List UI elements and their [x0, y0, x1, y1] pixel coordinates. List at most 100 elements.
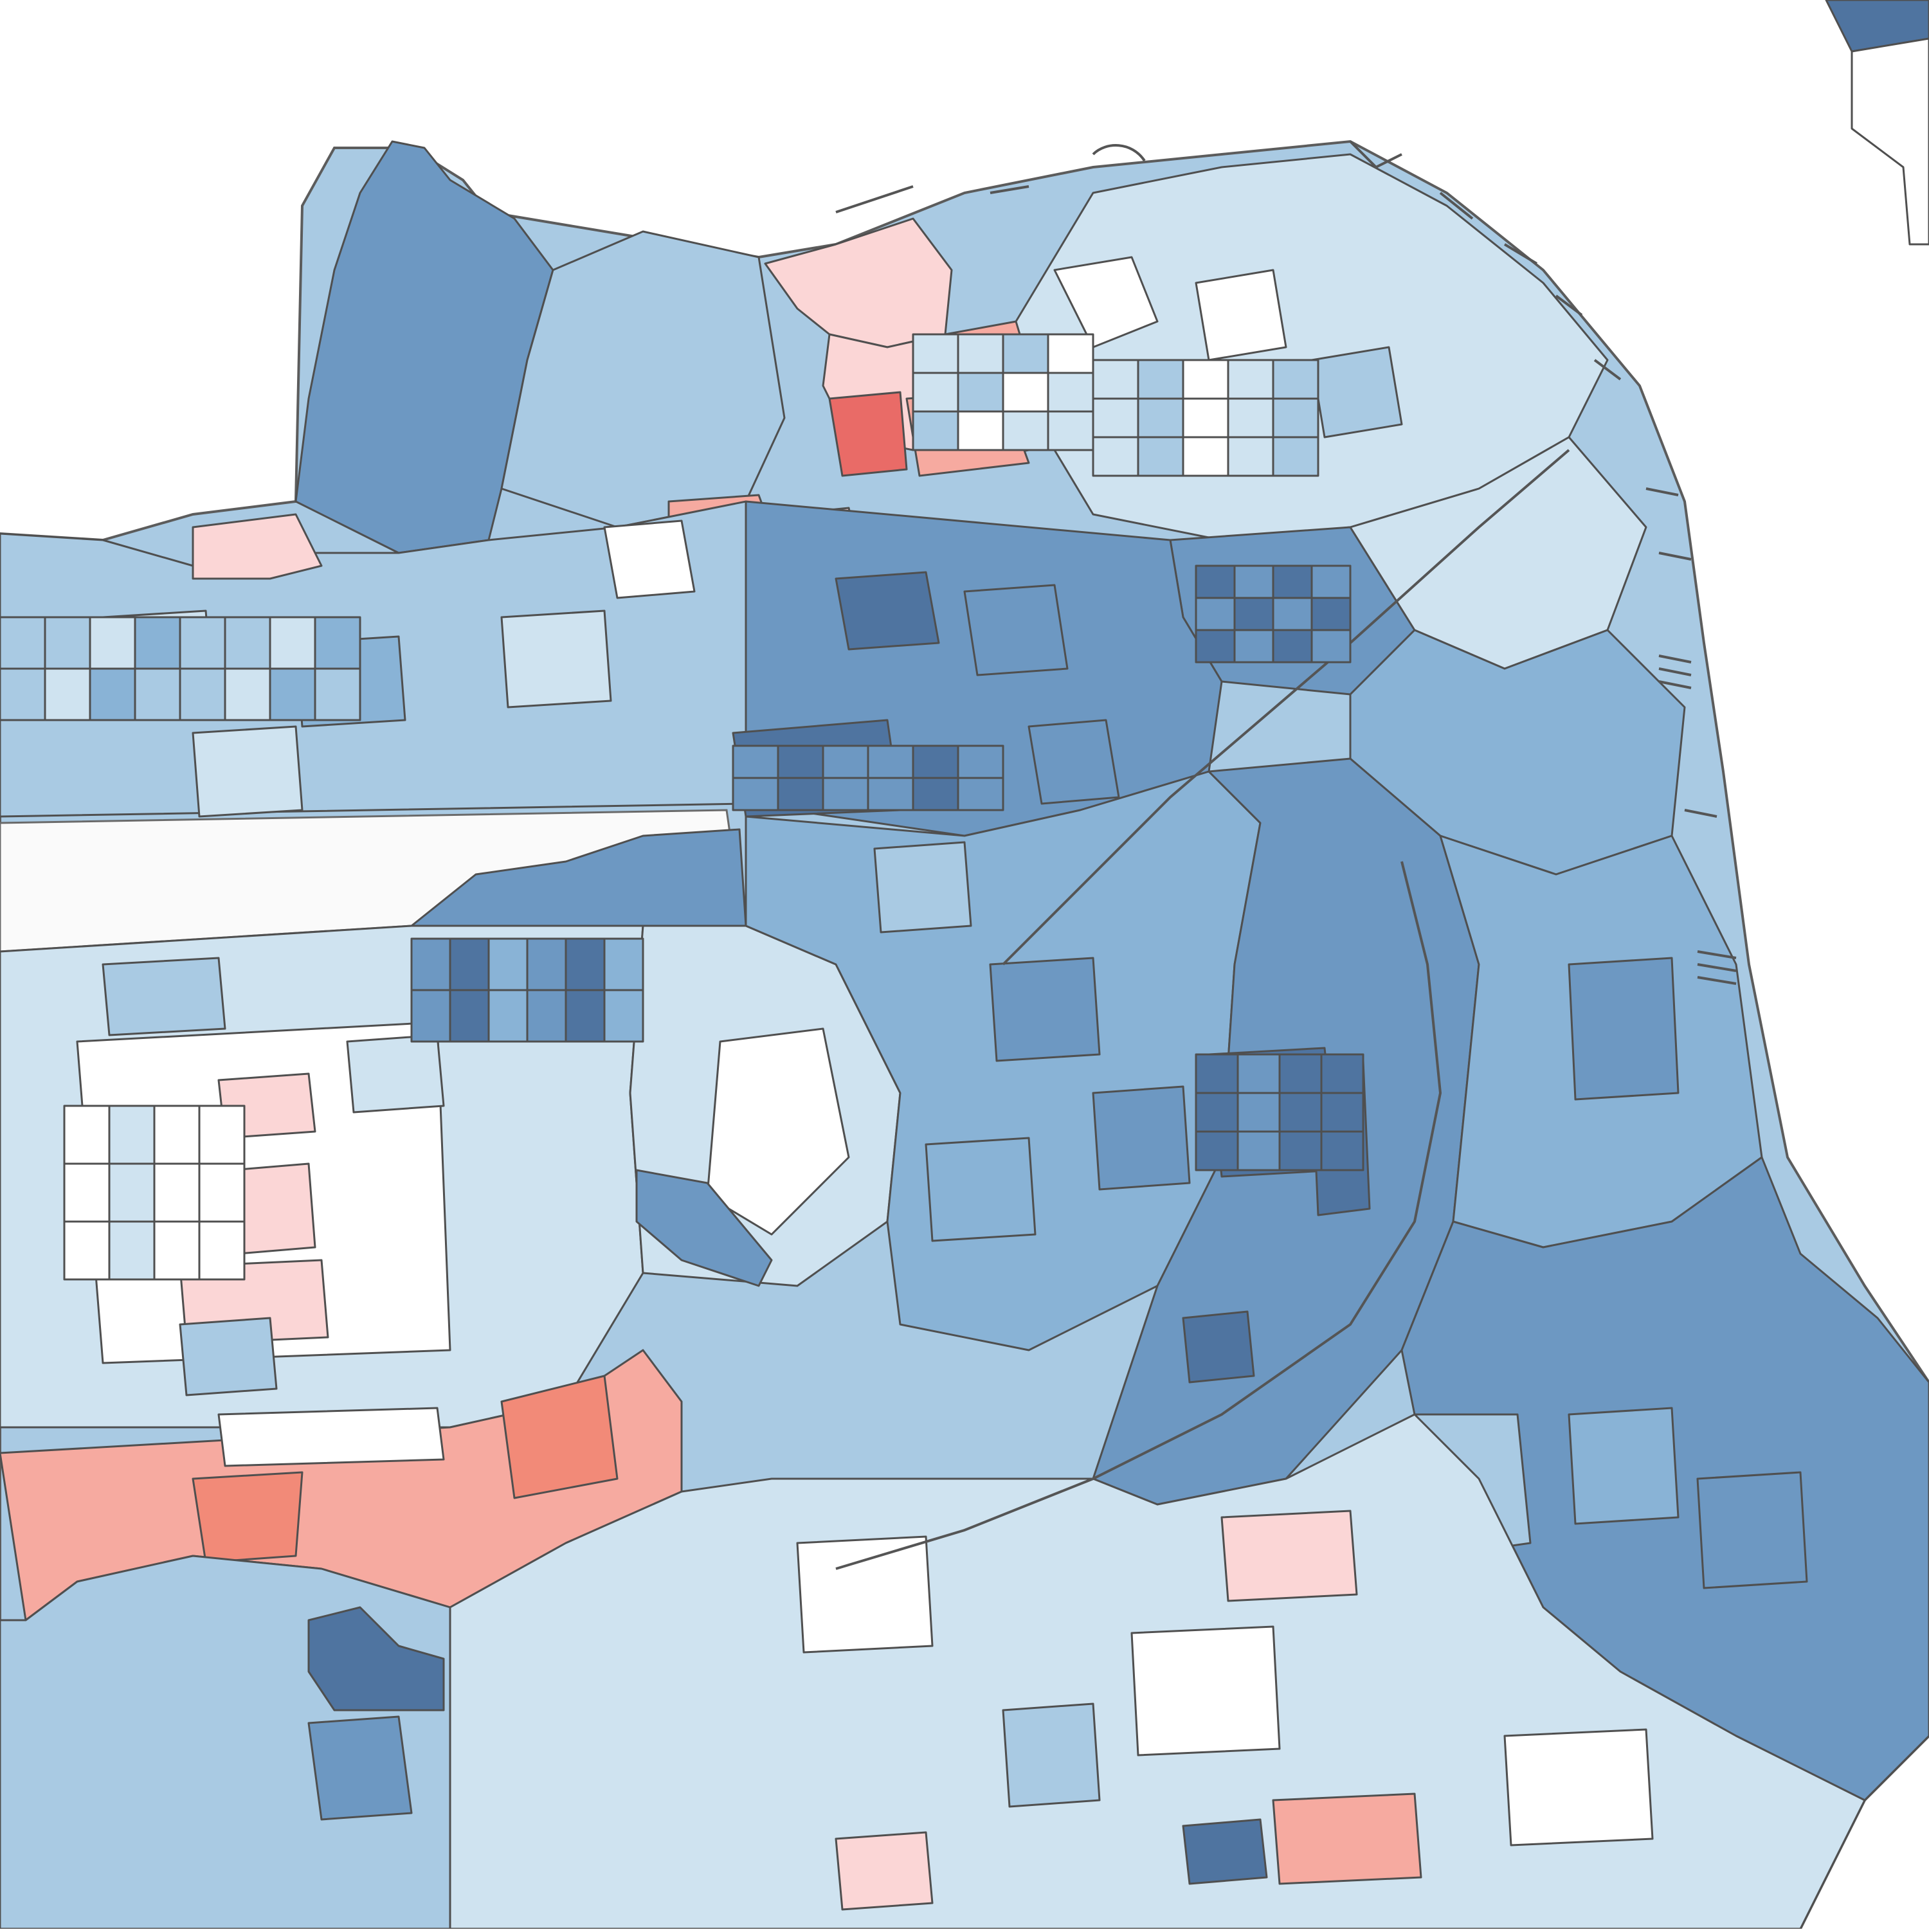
- census-tract: [1272, 359, 1319, 400]
- census-tract: [1047, 333, 1094, 374]
- twin-peaks-dark-tract: [635, 1169, 773, 1287]
- south-red-tract-b: [1272, 1792, 1422, 1885]
- census-tract: [912, 333, 959, 374]
- bayview-tract-b: [1696, 1471, 1808, 1589]
- census-tract: [1002, 410, 1049, 451]
- census-tract: [957, 410, 1004, 451]
- census-tract: [777, 745, 824, 779]
- twin-peaks-white-area: [706, 1027, 850, 1236]
- northeast-tract-a: [1053, 256, 1159, 348]
- census-tract: [777, 777, 824, 811]
- south-white-tract-b: [1130, 1625, 1281, 1756]
- census-tract: [89, 616, 136, 670]
- mission-dark-tract-c: [1182, 1310, 1255, 1384]
- census-tract: [1195, 597, 1236, 631]
- census-tract: [63, 1105, 111, 1165]
- sunset-blue-tract-3: [179, 1317, 278, 1396]
- census-tract: [526, 937, 567, 991]
- sunset-blue-tract: [102, 957, 226, 1036]
- census-tract: [1272, 436, 1319, 477]
- census-tract: [957, 333, 1004, 374]
- pier-line: [1658, 552, 1692, 561]
- waterfront-piers: [835, 140, 1737, 985]
- census-tract: [153, 1105, 201, 1165]
- census-tract: [89, 667, 136, 721]
- census-tract: [1236, 1053, 1281, 1094]
- census-tract: [1182, 436, 1229, 477]
- freeway-line: [835, 861, 1442, 1570]
- pier-line: [1697, 950, 1737, 985]
- census-tract: [1137, 436, 1184, 477]
- census-tract: [1137, 397, 1184, 438]
- census-tract: [1310, 597, 1352, 631]
- census-tract: [134, 667, 181, 721]
- pier-line: [1593, 359, 1622, 381]
- lake-merced-dark-tract: [307, 1606, 445, 1711]
- census-tract: [108, 1220, 156, 1281]
- census-tract: [912, 372, 959, 413]
- census-tract: [603, 989, 644, 1043]
- pier-line: [835, 185, 914, 213]
- southwest-red-tract-a: [192, 1471, 303, 1564]
- western-addition-tract-b: [963, 584, 1069, 676]
- pier-line: [1555, 294, 1583, 316]
- census-tract: [1272, 629, 1313, 664]
- census-tract: [912, 745, 959, 779]
- census-tract: [487, 989, 529, 1043]
- census-tract: [1092, 359, 1139, 400]
- pier-line: [1503, 243, 1538, 265]
- census-tract: [153, 1220, 201, 1281]
- census-tract: [1272, 564, 1313, 599]
- marina-hot-tract: [828, 391, 908, 477]
- census-tract: [957, 372, 1004, 413]
- south-light-tract: [1002, 1702, 1101, 1808]
- census-tract: [179, 667, 226, 721]
- pier-line: [1658, 655, 1692, 689]
- richmond-white-tract: [603, 519, 696, 599]
- census-tract: [314, 616, 361, 670]
- south-dark-tract: [1182, 1818, 1268, 1885]
- south-red-tract-c: [835, 1831, 934, 1911]
- census-tract: [1278, 1092, 1323, 1133]
- census-tract: [108, 1162, 156, 1223]
- richmond-red-tract: [192, 513, 323, 580]
- census-tract: [957, 777, 1004, 811]
- census-tract: [1195, 1130, 1239, 1171]
- census-tract: [108, 1105, 156, 1165]
- census-tract: [44, 667, 91, 721]
- census-tract: [867, 777, 914, 811]
- census-tract: [912, 777, 959, 811]
- census-tract: [867, 745, 914, 779]
- pier-line: [1645, 487, 1679, 496]
- census-tract: [1320, 1130, 1364, 1171]
- census-tract: [565, 989, 606, 1043]
- census-tract: [1233, 597, 1274, 631]
- western-addition-tract-a: [835, 571, 940, 651]
- richmond-tract-4: [500, 609, 612, 709]
- southwest-white-strip: [217, 1407, 445, 1467]
- census-tract: [224, 667, 271, 721]
- census-tract: [179, 616, 226, 670]
- census-tract: [1182, 397, 1229, 438]
- census-tract: [198, 1162, 246, 1223]
- richmond-tract-5: [192, 725, 303, 818]
- census-tract: [1278, 1130, 1323, 1171]
- central-tract-b: [989, 957, 1101, 1062]
- census-tract: [1227, 436, 1274, 477]
- census-tract: [153, 1162, 201, 1223]
- census-tract: [1236, 1130, 1281, 1171]
- census-tract: [912, 410, 959, 451]
- potrero-tract-a: [1568, 957, 1680, 1101]
- census-tract: [1002, 372, 1049, 413]
- census-tract: [822, 745, 869, 779]
- central-tract-d: [1092, 1085, 1191, 1191]
- island-tract: [1825, 0, 1929, 53]
- census-tract: [1047, 372, 1094, 413]
- south-red-tract-a: [1220, 1510, 1358, 1602]
- census-tract: [0, 616, 46, 670]
- census-tract: [1092, 436, 1139, 477]
- census-tract: [565, 937, 606, 991]
- census-tract: [1272, 397, 1319, 438]
- south-white-tract-c: [1503, 1728, 1654, 1846]
